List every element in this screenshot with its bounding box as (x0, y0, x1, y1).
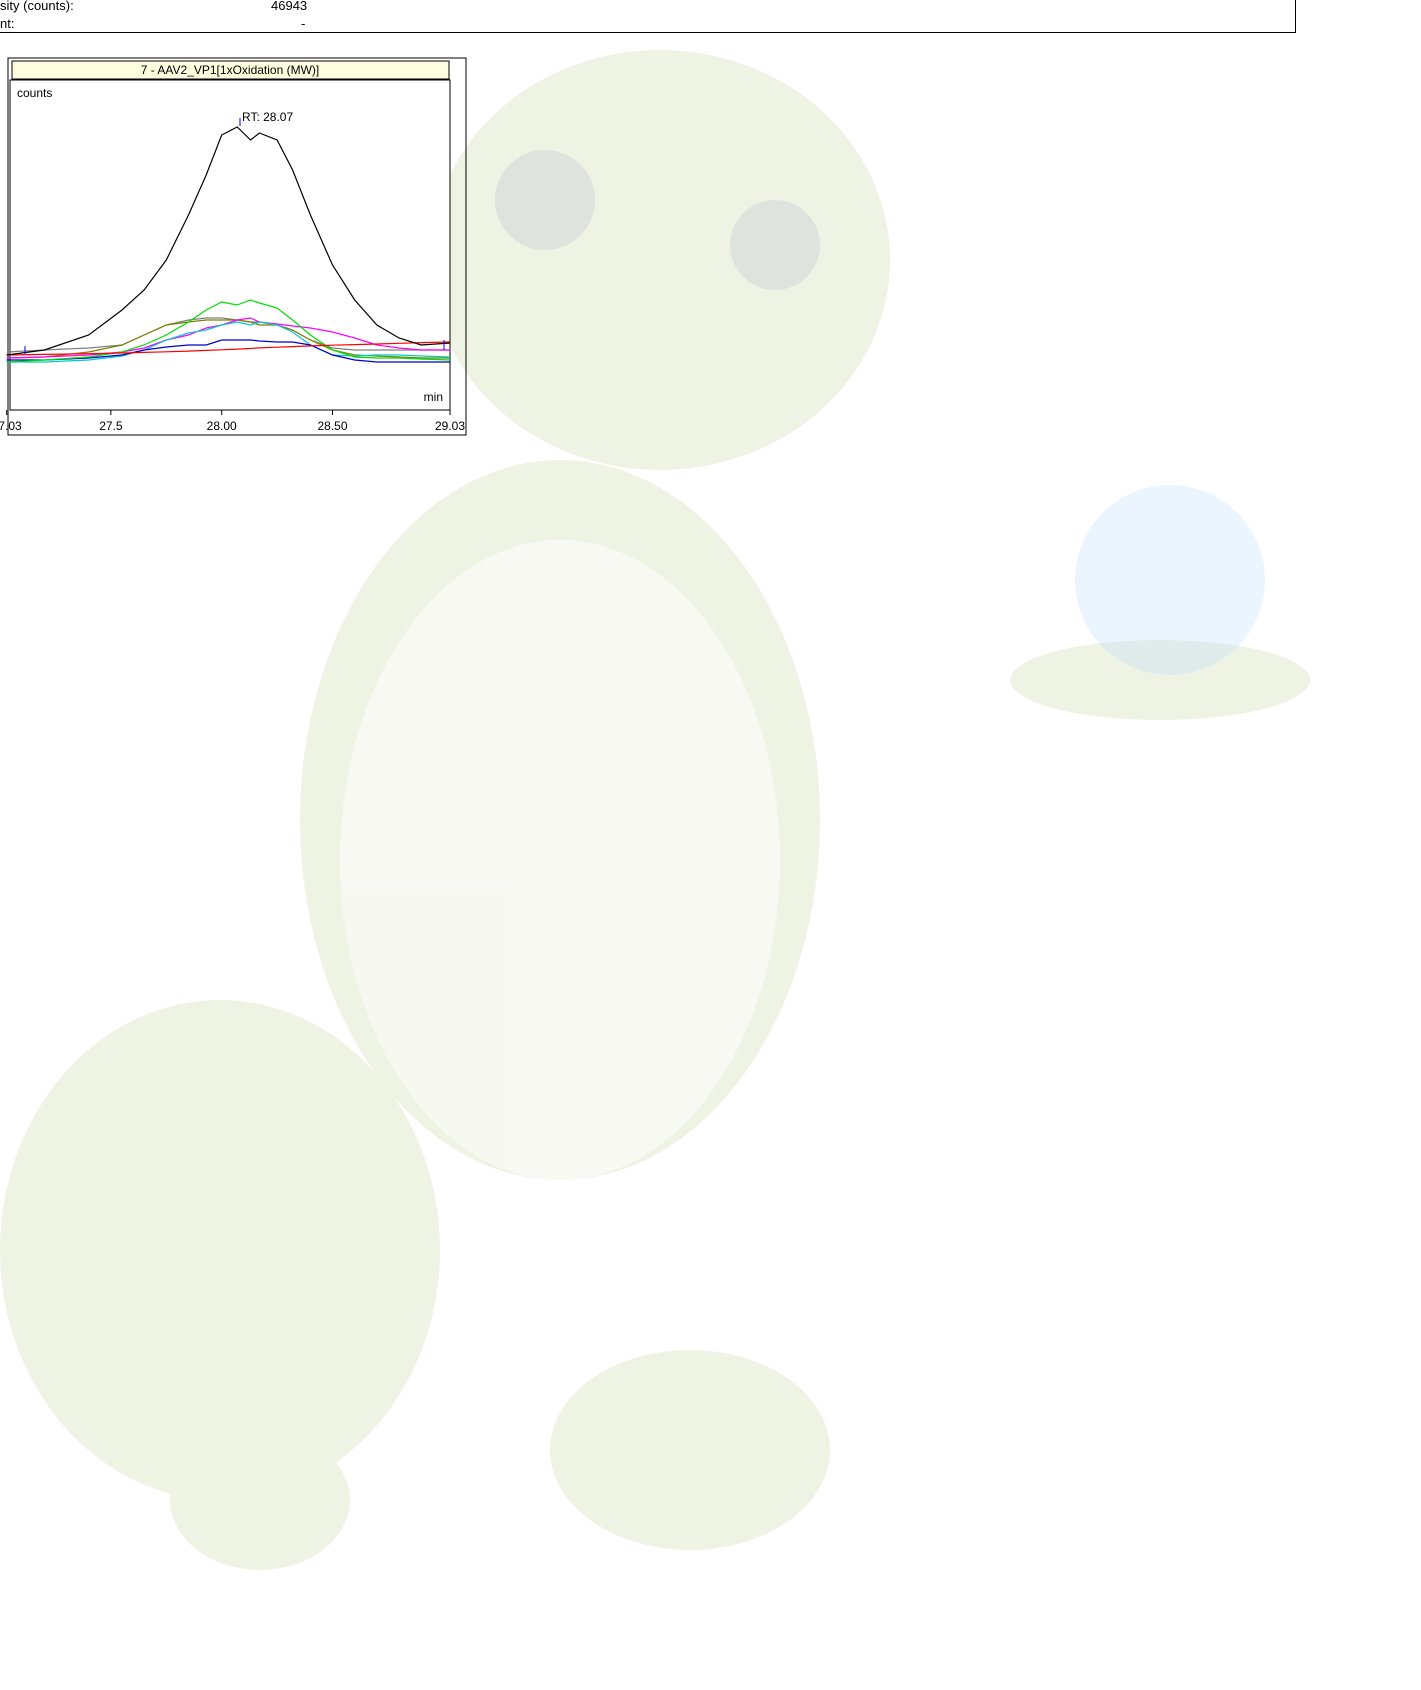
title-box (11, 60, 450, 80)
x-axis-label: min (424, 390, 443, 404)
amount-value: - (301, 16, 306, 31)
x-tick-label: 28.50 (318, 419, 348, 433)
peak-annotation: RT: 28.07 (242, 110, 293, 124)
trace (6, 321, 451, 363)
trace (6, 299, 451, 363)
x-tick-label: 28.00 (207, 419, 237, 433)
x-tick-label: 27.03 (0, 419, 22, 433)
chromatogram: 7 - AAV2_VP1[1xOxidation (MW)] counts mi… (0, 57, 467, 436)
x-tick-label: 29.03 (435, 419, 465, 433)
chart-title: 7 - AAV2_VP1[1xOxidation (MW)] (141, 63, 320, 77)
trace (6, 341, 451, 356)
intensity-value: 46943 (271, 0, 308, 13)
y-axis-label: counts (17, 86, 52, 100)
chart-frame (7, 57, 467, 436)
info-table (0, 0, 1296, 33)
x-tick-label: 27.5 (99, 419, 123, 433)
amount-label: nt: (0, 16, 15, 31)
intensity-label: sity (counts): (0, 0, 74, 13)
trace (6, 126, 451, 356)
trace (6, 317, 450, 359)
